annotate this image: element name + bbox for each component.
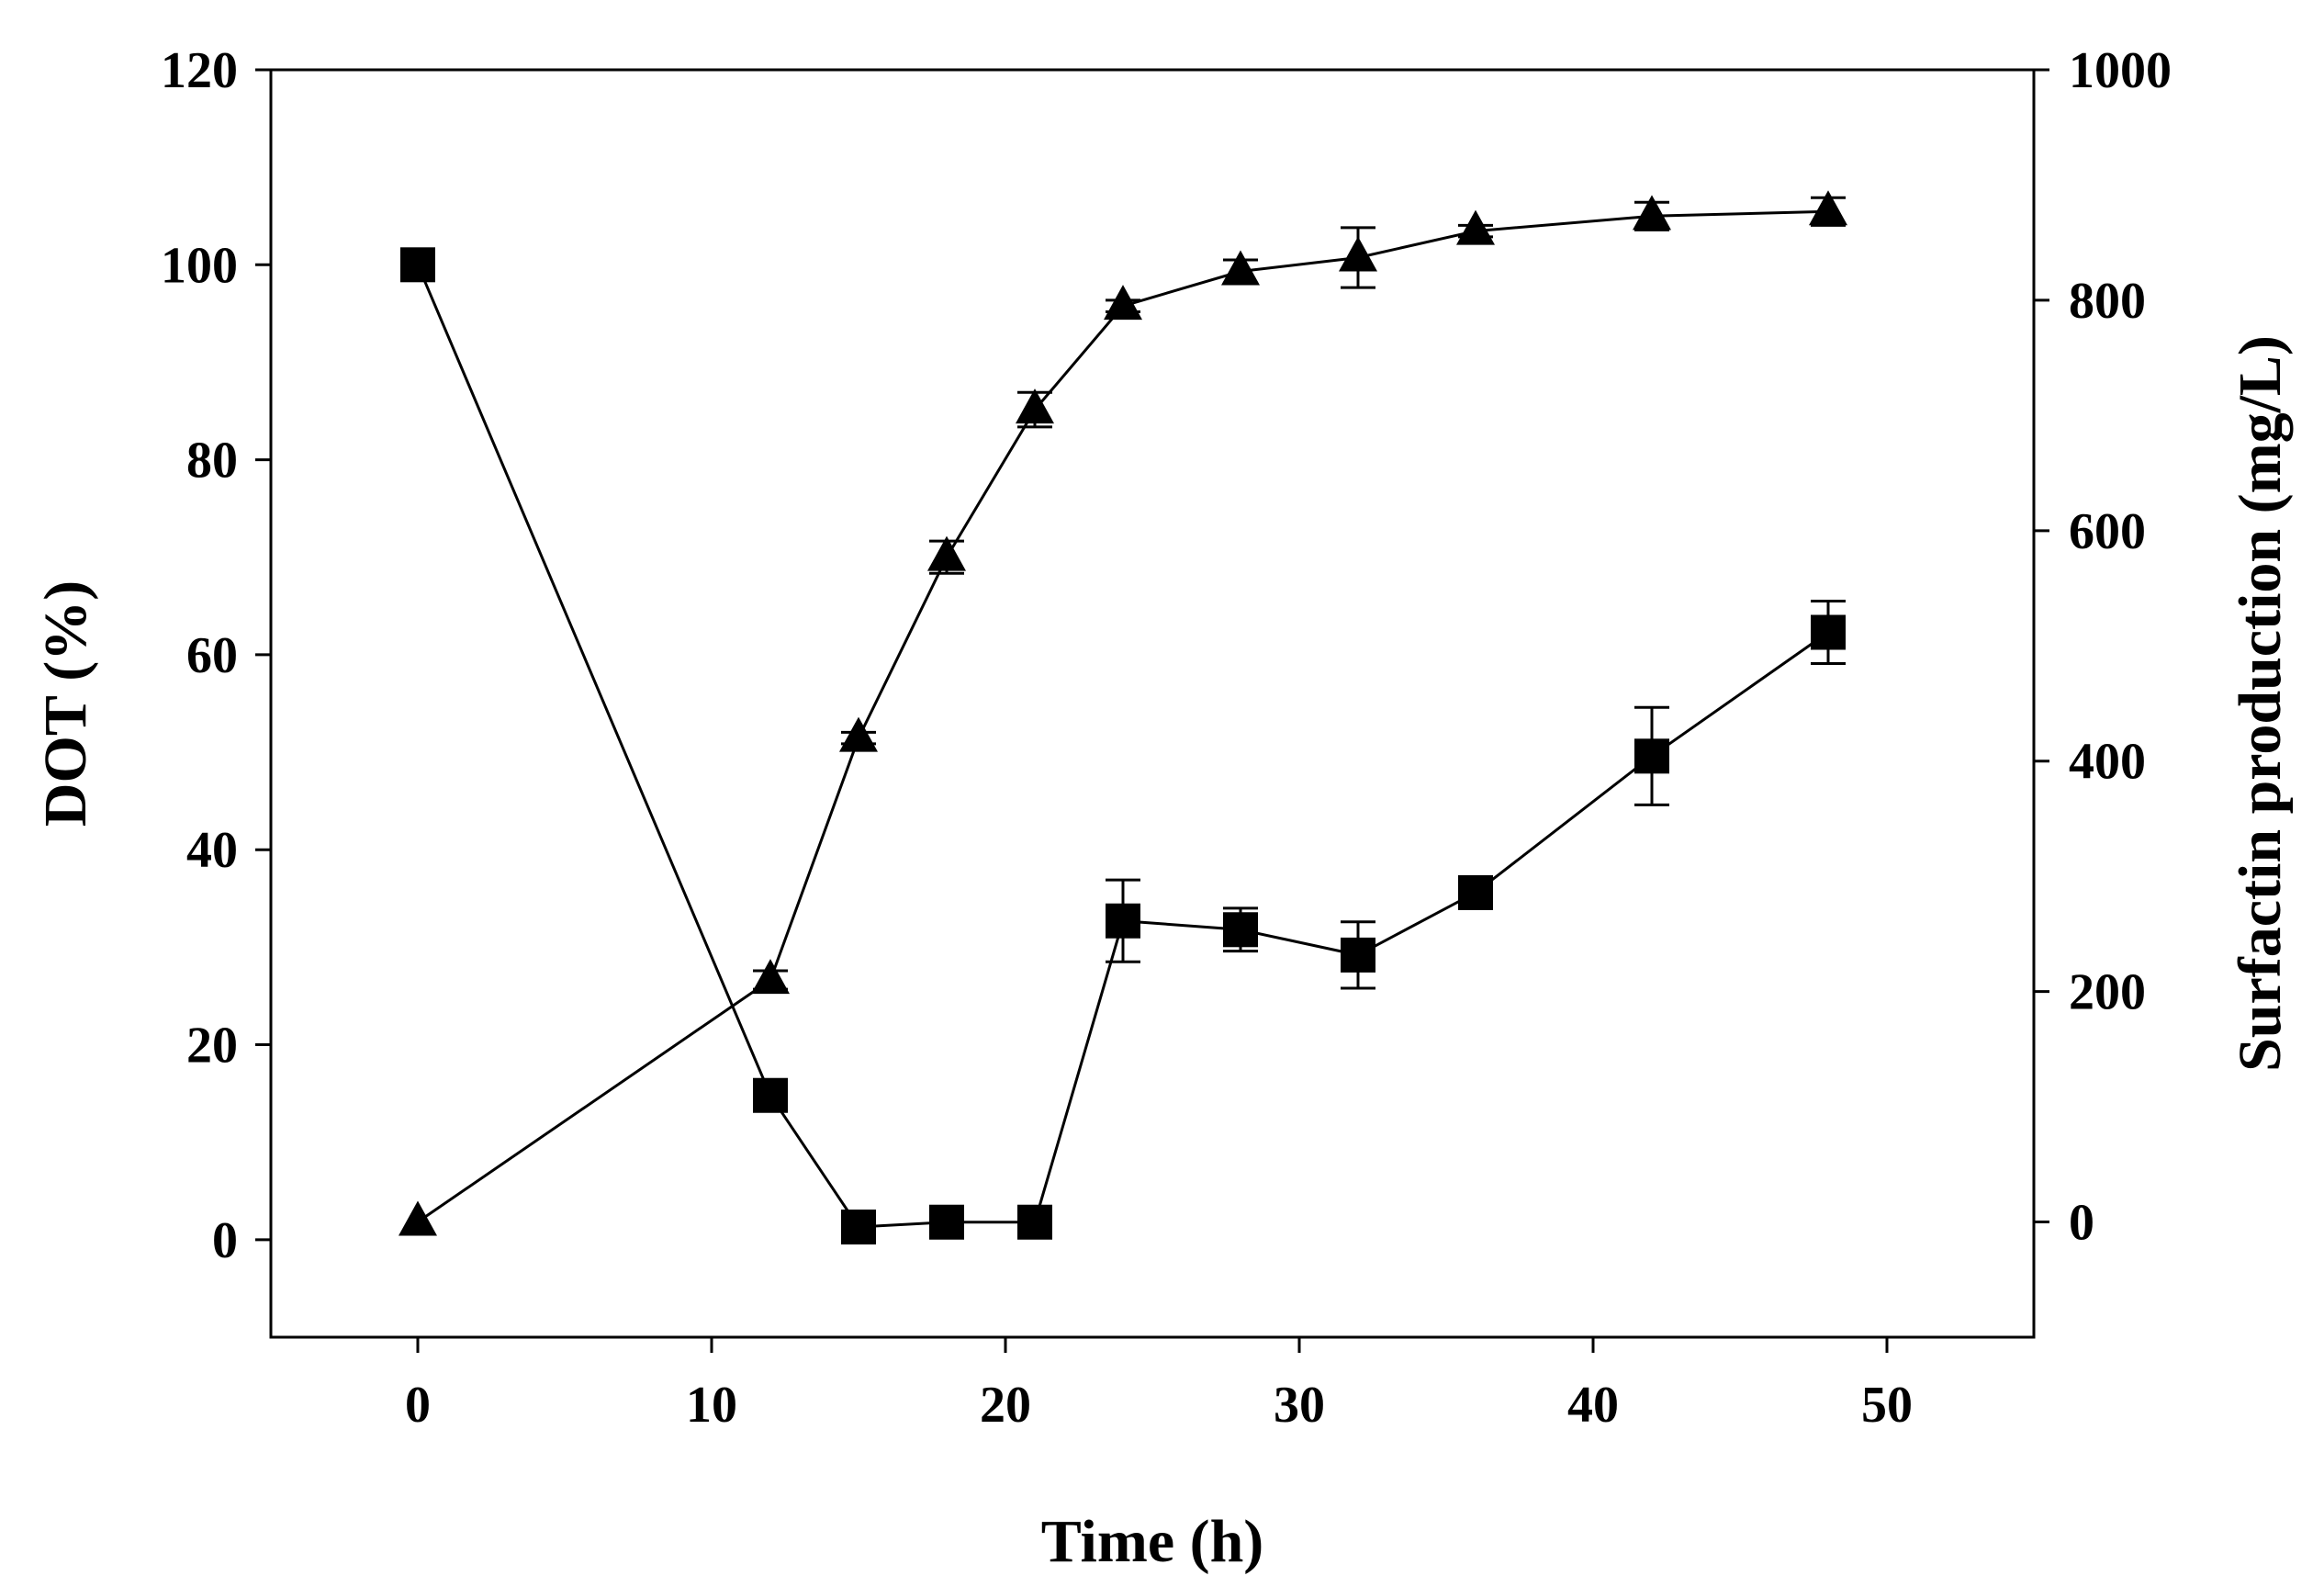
y-left-tick-label: 60 [186, 627, 238, 684]
x-tick-label: 50 [1861, 1377, 1913, 1434]
x-tick-label: 30 [1274, 1377, 1325, 1434]
y-axis-right-title: Surfactin production (mg/L) [2227, 335, 2294, 1072]
surfactin-point [1456, 209, 1495, 245]
dot-point [1341, 937, 1375, 973]
surfactin-point [1016, 388, 1054, 424]
y-right-tick-label: 400 [2069, 734, 2146, 791]
dot-point [1017, 1204, 1052, 1240]
dot-point [929, 1204, 964, 1240]
y-right-tick-label: 200 [2069, 964, 2146, 1021]
surfactin-point [399, 1200, 437, 1236]
y-left-tick-label: 40 [186, 822, 238, 879]
surfactin-point [751, 959, 790, 995]
x-tick-label: 40 [1567, 1377, 1619, 1434]
y-left-tick-label: 20 [186, 1018, 238, 1075]
dot-series-line [416, 264, 1829, 1229]
surfactin-point [1339, 236, 1377, 272]
surfactin-point [1809, 190, 1847, 226]
dot-point [841, 1210, 876, 1245]
series-layer [399, 190, 1847, 1245]
y-left-tick-label: 100 [161, 237, 238, 294]
y-right-tick-label: 600 [2069, 503, 2146, 560]
dot-point [1634, 738, 1669, 774]
y-right-tick-label: 0 [2069, 1195, 2094, 1252]
plot-frame [269, 68, 2036, 1339]
dot-point [1458, 874, 1493, 910]
dot-point [1106, 903, 1140, 939]
y-right-tick-label: 1000 [2069, 42, 2172, 99]
surfactin-point [1104, 285, 1142, 321]
x-tick-label: 10 [686, 1377, 737, 1434]
dot-point [1223, 912, 1258, 948]
y-right-tick-label: 800 [2069, 273, 2146, 330]
surfactin-point [1221, 250, 1260, 286]
x-axis-title: Time (h) [1041, 1508, 1264, 1575]
surfactin-point [927, 535, 966, 571]
x-tick-label: 0 [405, 1377, 431, 1434]
y-left-tick-label: 0 [212, 1212, 238, 1269]
x-tick-label: 20 [980, 1377, 1031, 1434]
dot-point [753, 1077, 788, 1113]
ticks-layer: 0 10 20 30 40 50 0 20 40 60 80 100 120 0 200 400 600 800 1… [161, 42, 2172, 1434]
y-left-tick-label: 80 [186, 433, 238, 490]
surfactin-point [839, 716, 878, 752]
dot-point [1811, 614, 1846, 650]
y-left-tick-label: 120 [161, 42, 238, 99]
surfactin-series-line [417, 209, 1829, 1223]
dot-point [400, 247, 435, 283]
y-axis-left-title: DOT (%) [32, 580, 99, 827]
surfactin-point [1633, 195, 1671, 231]
